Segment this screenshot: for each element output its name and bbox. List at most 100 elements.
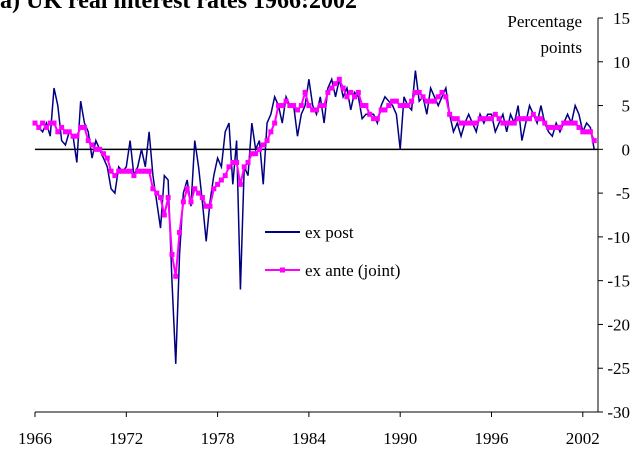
marker	[89, 142, 95, 148]
marker	[561, 120, 567, 126]
marker	[192, 186, 198, 192]
marker	[409, 98, 415, 104]
y-tick-label: -15	[607, 272, 630, 291]
marker	[557, 124, 563, 130]
marker	[226, 164, 232, 170]
marker	[302, 89, 308, 95]
marker	[142, 168, 148, 174]
marker	[473, 120, 479, 126]
marker	[55, 129, 61, 135]
marker	[546, 124, 552, 130]
marker	[173, 273, 179, 279]
marker	[568, 120, 574, 126]
x-tick-label: 1972	[109, 429, 143, 448]
marker	[428, 98, 434, 104]
marker	[74, 133, 80, 139]
marker	[150, 186, 156, 192]
legend-label: ex ante (joint)	[305, 261, 400, 280]
marker	[508, 120, 514, 126]
marker	[591, 138, 597, 144]
marker	[108, 168, 114, 174]
marker	[390, 98, 396, 104]
series-line	[34, 70, 595, 364]
marker	[580, 129, 586, 135]
marker	[534, 116, 540, 122]
marker	[260, 142, 266, 148]
marker	[59, 124, 65, 130]
marker	[519, 116, 525, 122]
marker	[329, 85, 335, 91]
marker	[420, 94, 426, 100]
x-tick-label: 2002	[566, 429, 600, 448]
marker	[85, 138, 91, 144]
marker	[62, 129, 68, 135]
marker	[279, 103, 285, 109]
marker	[36, 124, 42, 130]
marker	[283, 98, 289, 104]
marker	[515, 116, 521, 122]
marker	[450, 116, 456, 122]
marker	[500, 120, 506, 126]
marker	[222, 173, 228, 179]
marker	[355, 89, 361, 95]
marker	[112, 173, 118, 179]
marker	[431, 98, 437, 104]
marker	[169, 251, 175, 257]
marker	[314, 107, 319, 113]
marker	[443, 94, 449, 100]
marker	[100, 151, 106, 157]
marker	[161, 212, 167, 218]
marker	[264, 138, 270, 144]
marker	[477, 116, 483, 122]
marker	[348, 89, 354, 95]
marker	[139, 168, 145, 174]
marker	[184, 186, 190, 192]
y-tick-label: 5	[622, 97, 631, 116]
marker	[397, 103, 403, 109]
y-axis-label: Percentage	[507, 12, 582, 31]
marker	[344, 94, 350, 100]
marker	[367, 111, 373, 117]
marker	[382, 107, 388, 113]
marker	[553, 124, 559, 130]
marker	[104, 155, 110, 161]
marker	[454, 116, 460, 122]
marker	[401, 103, 407, 109]
x-tick-label: 1996	[474, 429, 508, 448]
marker	[287, 103, 293, 109]
marker	[119, 168, 125, 174]
marker	[196, 190, 202, 196]
marker	[310, 107, 316, 113]
marker	[47, 120, 53, 126]
marker	[393, 98, 399, 104]
y-tick-label: 10	[613, 53, 630, 72]
marker	[215, 181, 221, 187]
y-tick-label: 0	[622, 140, 631, 159]
marker	[40, 120, 46, 126]
marker	[333, 81, 339, 87]
marker	[371, 116, 377, 122]
marker	[435, 94, 441, 100]
marker	[306, 103, 312, 109]
marker	[177, 230, 183, 236]
marker	[321, 103, 327, 109]
marker	[131, 173, 137, 179]
marker	[378, 107, 384, 113]
marker	[291, 103, 297, 109]
marker	[481, 116, 487, 122]
marker	[527, 116, 533, 122]
marker	[268, 129, 274, 135]
marker	[78, 124, 84, 130]
marker	[336, 76, 342, 82]
marker	[127, 168, 133, 174]
marker	[416, 89, 422, 95]
x-tick-label: 1990	[383, 429, 417, 448]
marker	[352, 94, 358, 100]
marker	[146, 168, 152, 174]
marker	[496, 116, 502, 122]
marker	[466, 120, 472, 126]
marker	[405, 103, 411, 109]
marker	[325, 89, 331, 95]
y-tick-label: -20	[607, 315, 630, 334]
